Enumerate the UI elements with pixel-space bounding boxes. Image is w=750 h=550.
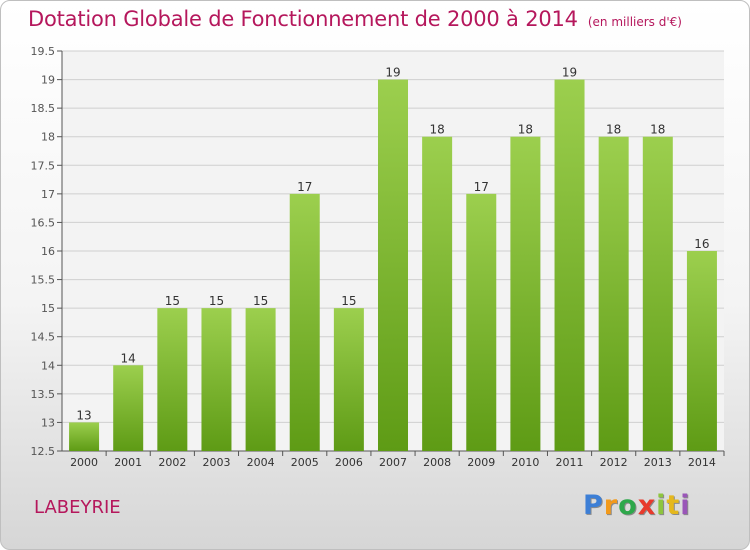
bar-2003 bbox=[201, 308, 232, 451]
bar-2006 bbox=[333, 308, 364, 451]
y-tick-label: 13 bbox=[41, 416, 55, 429]
bar-2010 bbox=[510, 136, 541, 451]
x-tick-label: 2006 bbox=[335, 456, 363, 469]
x-tick-label: 2001 bbox=[114, 456, 142, 469]
bar-2014 bbox=[686, 251, 717, 451]
y-tick-label: 15 bbox=[41, 302, 55, 315]
data-label: 18 bbox=[518, 123, 533, 137]
bar-2001 bbox=[113, 365, 144, 451]
x-tick-label: 2000 bbox=[70, 456, 98, 469]
bar-2000 bbox=[69, 422, 100, 451]
bar-2002 bbox=[157, 308, 188, 451]
data-label: 13 bbox=[76, 408, 91, 422]
x-tick-label: 2009 bbox=[467, 456, 495, 469]
bar-2011 bbox=[554, 79, 585, 452]
x-tick-label: 2014 bbox=[688, 456, 716, 469]
y-tick-label: 16.5 bbox=[31, 216, 56, 229]
data-label: 19 bbox=[385, 66, 400, 80]
x-tick-label: 2011 bbox=[556, 456, 584, 469]
x-tick-label: 2003 bbox=[202, 456, 230, 469]
y-tick-label: 19 bbox=[41, 74, 55, 87]
x-tick-label: 2008 bbox=[423, 456, 451, 469]
data-label: 18 bbox=[650, 123, 665, 137]
y-tick-label: 16 bbox=[41, 245, 55, 258]
data-label: 15 bbox=[165, 294, 180, 308]
proxiti-logo: Proxiti bbox=[583, 490, 691, 521]
y-tick-label: 14 bbox=[41, 359, 55, 372]
y-tick-label: 17.5 bbox=[31, 159, 56, 172]
x-tick-label: 2002 bbox=[158, 456, 186, 469]
data-label: 14 bbox=[121, 351, 136, 365]
bar-2013 bbox=[642, 136, 673, 451]
x-tick-label: 2005 bbox=[291, 456, 319, 469]
data-label: 18 bbox=[606, 123, 621, 137]
title-main: Dotation Globale de Fonctionnement de 20… bbox=[28, 7, 578, 31]
title-unit: (en milliers d'€) bbox=[587, 15, 682, 29]
bar-2007 bbox=[378, 79, 408, 452]
y-tick-label: 17 bbox=[41, 188, 55, 201]
bar-2005 bbox=[289, 193, 320, 451]
bar-2004 bbox=[245, 308, 276, 451]
y-tick-label: 15.5 bbox=[31, 274, 56, 287]
y-tick-label: 12.5 bbox=[31, 445, 56, 458]
data-label: 18 bbox=[429, 123, 444, 137]
chart-title: Dotation Globale de Fonctionnement de 20… bbox=[28, 7, 682, 31]
data-label: 19 bbox=[562, 66, 577, 80]
commune-name: LABEYRIE bbox=[34, 497, 121, 518]
y-tick-label: 14.5 bbox=[31, 331, 56, 344]
x-tick-label: 2007 bbox=[379, 456, 407, 469]
x-tick-label: 2013 bbox=[644, 456, 672, 469]
x-tick-label: 2010 bbox=[511, 456, 539, 469]
y-tick-label: 18.5 bbox=[31, 102, 56, 115]
y-tick-label: 19.5 bbox=[31, 45, 56, 58]
data-label: 17 bbox=[474, 180, 489, 194]
x-tick-label: 2004 bbox=[247, 456, 275, 469]
bar-2009 bbox=[466, 193, 497, 451]
y-tick-label: 18 bbox=[41, 131, 55, 144]
bar-2008 bbox=[422, 136, 453, 451]
y-tick-label: 13.5 bbox=[31, 388, 56, 401]
data-label: 15 bbox=[341, 294, 356, 308]
data-label: 17 bbox=[297, 180, 312, 194]
data-label: 15 bbox=[253, 294, 268, 308]
x-tick-label: 2012 bbox=[600, 456, 628, 469]
data-label: 16 bbox=[694, 237, 709, 251]
bar-2012 bbox=[598, 136, 629, 451]
data-label: 15 bbox=[209, 294, 224, 308]
